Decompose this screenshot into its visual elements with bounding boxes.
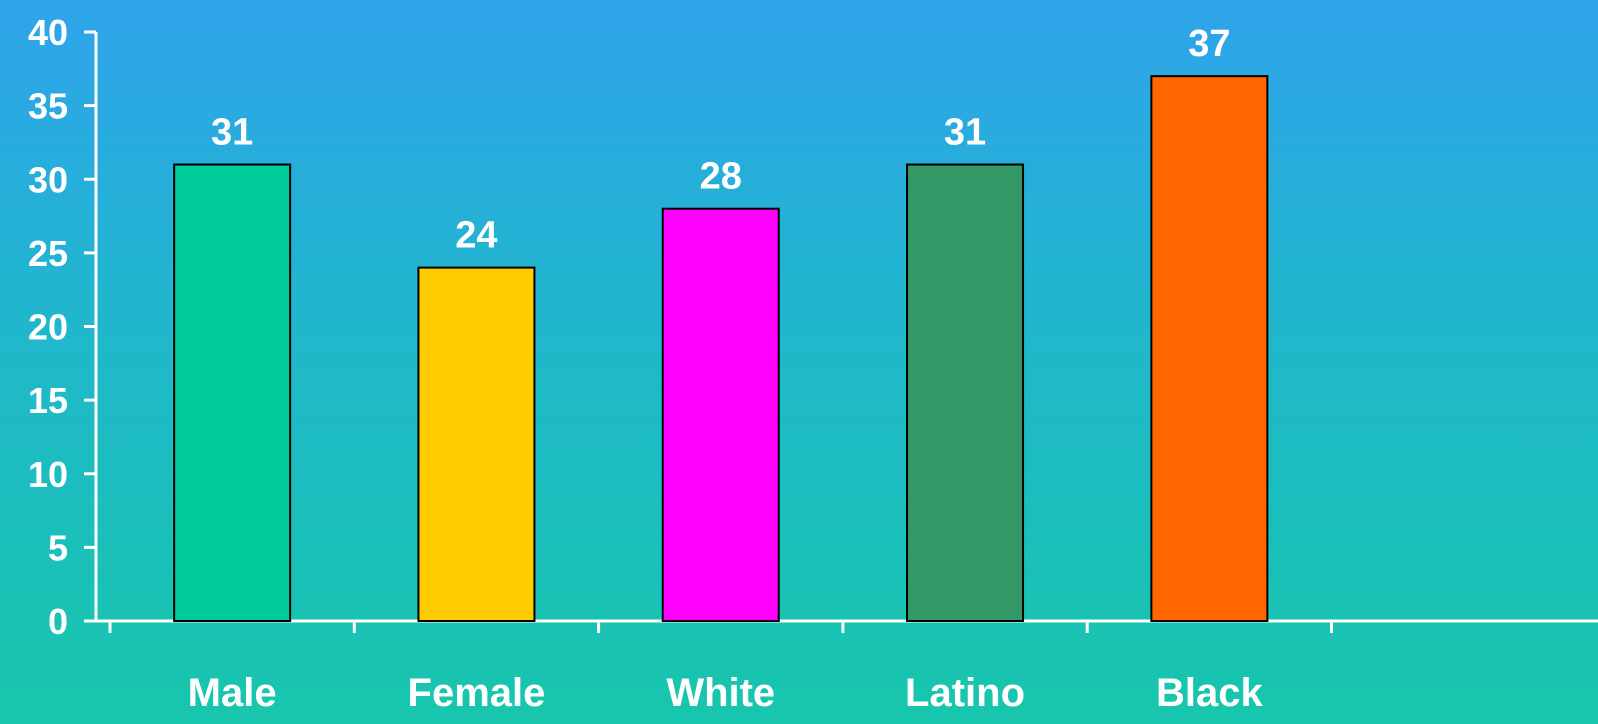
data-label-male: 31 [211,112,253,154]
data-label-white: 28 [700,156,742,198]
y-tick-label: 35 [28,86,68,127]
x-axis: Male Female White Latino Black [96,619,1598,715]
data-label-black: 37 [1188,23,1230,65]
bar-female [417,266,536,622]
category-label-white: White [666,671,775,715]
bars [173,75,1269,623]
data-label-latino: 31 [944,112,986,154]
y-tick-label: 15 [28,380,68,421]
category-label-black: Black [1156,671,1263,715]
y-tick-label: 25 [28,233,68,274]
bar-white [661,207,780,622]
y-tick-label: 40 [28,12,68,53]
category-label-male: Male [188,671,277,715]
y-tick-label: 5 [48,527,68,568]
y-tick-label: 20 [28,307,68,348]
data-labels: 31 24 28 31 37 [211,23,1230,256]
bar-latino [906,163,1025,622]
category-label-latino: Latino [905,671,1025,715]
bar-black [1150,75,1269,623]
y-tick-label: 30 [28,159,68,200]
category-label-female: Female [408,671,546,715]
y-tick-label: 10 [28,454,68,495]
data-label-female: 24 [455,215,497,257]
bar-male [173,163,292,622]
y-tick-label: 0 [48,601,68,642]
y-axis: 0 5 10 15 20 25 30 35 40 [28,12,98,642]
